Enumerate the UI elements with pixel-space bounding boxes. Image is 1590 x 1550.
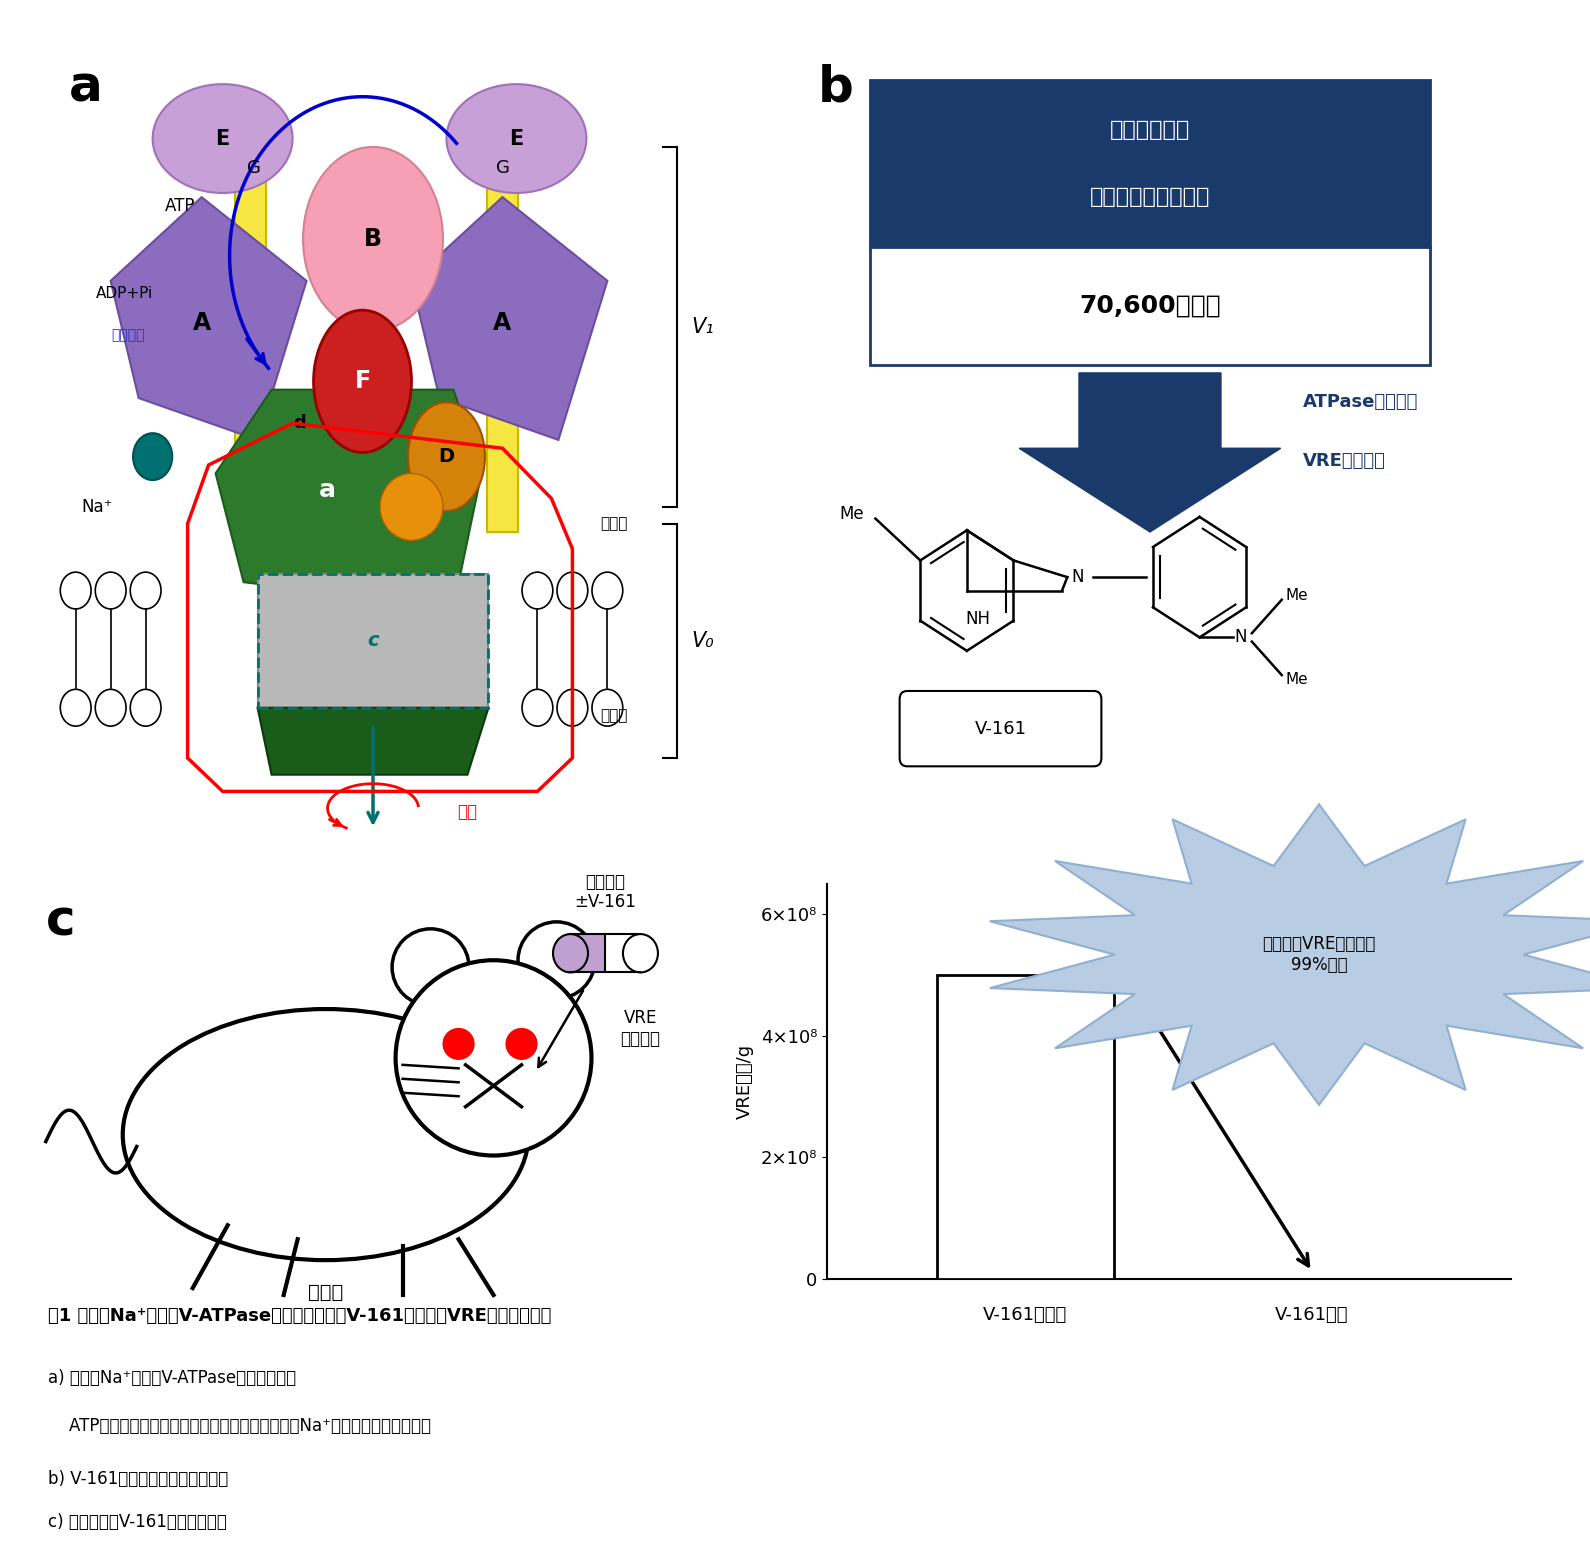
Polygon shape bbox=[412, 197, 607, 440]
Text: b: b bbox=[817, 64, 854, 112]
Text: D: D bbox=[439, 446, 455, 467]
Text: 囱1 腸球菌Na⁺輸送性V-ATPaseとその阱害剤「V-161」によるVRE増殖抑制効果: 囱1 腸球菌Na⁺輸送性V-ATPaseとその阱害剤「V-161」によるVRE増… bbox=[48, 1307, 552, 1325]
Y-axis label: VRE菌数/g: VRE菌数/g bbox=[736, 1043, 754, 1119]
Ellipse shape bbox=[553, 935, 588, 972]
FancyBboxPatch shape bbox=[900, 691, 1102, 766]
Polygon shape bbox=[991, 804, 1590, 1105]
Ellipse shape bbox=[409, 403, 485, 512]
Text: V-161非投与: V-161非投与 bbox=[983, 1307, 1067, 1324]
Text: c) マウスへのV-161投与実験結果: c) マウスへのV-161投与実験結果 bbox=[48, 1513, 226, 1531]
Text: d: d bbox=[293, 414, 305, 432]
Text: A: A bbox=[493, 310, 512, 335]
Circle shape bbox=[95, 572, 126, 609]
Text: a: a bbox=[68, 64, 102, 112]
Text: VRE
経口投与: VRE 経口投与 bbox=[620, 1009, 660, 1048]
Polygon shape bbox=[235, 164, 266, 532]
Text: N: N bbox=[1072, 569, 1083, 586]
Circle shape bbox=[396, 959, 591, 1156]
Text: V-161投与: V-161投与 bbox=[1275, 1307, 1348, 1324]
Circle shape bbox=[591, 690, 623, 725]
Text: b) V-161の同定とその化学構造式: b) V-161の同定とその化学構造式 bbox=[48, 1469, 227, 1488]
Text: V-161: V-161 bbox=[975, 719, 1027, 738]
Polygon shape bbox=[487, 164, 518, 532]
Text: NH: NH bbox=[965, 609, 991, 628]
Circle shape bbox=[130, 690, 161, 725]
Text: 小腸でのVREの定着を
99%阱害: 小腸でのVREの定着を 99%阱害 bbox=[1262, 935, 1375, 973]
Text: c: c bbox=[367, 631, 378, 651]
Ellipse shape bbox=[623, 935, 658, 972]
Polygon shape bbox=[870, 81, 1429, 248]
Circle shape bbox=[591, 572, 623, 609]
Text: Me: Me bbox=[1285, 671, 1309, 687]
Polygon shape bbox=[571, 935, 641, 972]
Circle shape bbox=[134, 432, 172, 480]
Polygon shape bbox=[571, 935, 606, 972]
Ellipse shape bbox=[304, 147, 444, 332]
Text: a) 腸球菌Na⁺輸送性V-ATPaseの構造モデル: a) 腸球菌Na⁺輸送性V-ATPaseの構造モデル bbox=[48, 1369, 296, 1387]
Text: ATPase活性阱害: ATPase活性阱害 bbox=[1304, 394, 1418, 411]
Text: 70,600化合物: 70,600化合物 bbox=[1080, 294, 1221, 318]
Text: ATP: ATP bbox=[165, 197, 196, 214]
Text: E: E bbox=[216, 129, 229, 149]
Text: c: c bbox=[46, 897, 75, 946]
Text: 回転: 回転 bbox=[458, 803, 477, 822]
Circle shape bbox=[522, 572, 553, 609]
Polygon shape bbox=[870, 248, 1429, 364]
Text: G: G bbox=[496, 158, 509, 177]
Ellipse shape bbox=[313, 310, 412, 453]
Text: マウス: マウス bbox=[308, 1283, 343, 1302]
Ellipse shape bbox=[153, 84, 293, 192]
Text: E: E bbox=[509, 129, 523, 149]
Polygon shape bbox=[1019, 374, 1280, 532]
Text: V₁: V₁ bbox=[692, 316, 714, 336]
Text: 東大創薬機構: 東大創薬機構 bbox=[1110, 121, 1189, 140]
Text: VRE増殖阱害: VRE増殖阱害 bbox=[1304, 451, 1386, 470]
Text: F: F bbox=[355, 369, 370, 394]
Circle shape bbox=[393, 928, 469, 1006]
Text: ATPのエネルギーにより赤で囲われた軸が回転しNa⁺が細胞外に輸送される: ATPのエネルギーにより赤で囲われた軸が回転しNa⁺が細胞外に輸送される bbox=[48, 1417, 431, 1435]
Polygon shape bbox=[111, 197, 307, 440]
Circle shape bbox=[60, 572, 91, 609]
Text: 加水分解: 加水分解 bbox=[111, 329, 145, 343]
Circle shape bbox=[444, 1029, 474, 1059]
Circle shape bbox=[518, 922, 595, 998]
Text: B: B bbox=[364, 226, 382, 251]
Circle shape bbox=[95, 690, 126, 725]
Text: Me: Me bbox=[1285, 587, 1309, 603]
Text: a: a bbox=[320, 477, 335, 502]
Circle shape bbox=[556, 572, 588, 609]
Polygon shape bbox=[258, 574, 488, 708]
Text: ADP+Pi: ADP+Pi bbox=[95, 285, 153, 301]
Text: 細胞内: 細胞内 bbox=[601, 516, 628, 532]
Polygon shape bbox=[258, 708, 488, 775]
Circle shape bbox=[556, 690, 588, 725]
Polygon shape bbox=[216, 389, 482, 608]
Text: カプセル
±V-161: カプセル ±V-161 bbox=[574, 873, 636, 911]
Text: A: A bbox=[192, 310, 211, 335]
Text: Me: Me bbox=[840, 505, 865, 524]
Ellipse shape bbox=[380, 473, 444, 541]
Ellipse shape bbox=[122, 1009, 528, 1260]
Circle shape bbox=[522, 690, 553, 725]
Circle shape bbox=[506, 1029, 537, 1059]
Circle shape bbox=[60, 690, 91, 725]
Ellipse shape bbox=[447, 84, 587, 192]
Text: N: N bbox=[1234, 628, 1247, 646]
Text: G: G bbox=[246, 158, 261, 177]
Text: 細胞外: 細胞外 bbox=[601, 708, 628, 724]
Bar bbox=[937, 975, 1113, 1279]
Text: 化合物ライブラリー: 化合物ライブラリー bbox=[1089, 188, 1210, 208]
Circle shape bbox=[130, 572, 161, 609]
Text: V₀: V₀ bbox=[692, 631, 714, 651]
Text: Na⁺: Na⁺ bbox=[81, 498, 113, 516]
